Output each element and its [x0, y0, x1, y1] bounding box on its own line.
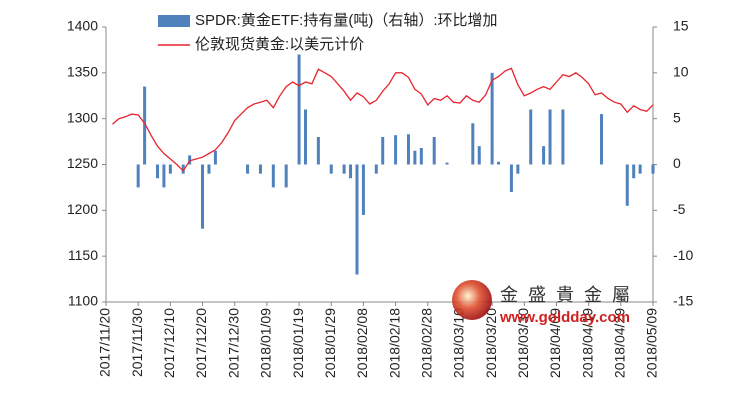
logo [452, 280, 492, 320]
x-tick-label: 2018/05/09 [644, 308, 660, 378]
y-tick-label: 1250 [67, 155, 98, 171]
bar [162, 164, 166, 188]
y2-tick-label: 10 [673, 64, 689, 80]
bar [509, 164, 513, 192]
y2-tick-label: 5 [673, 109, 681, 125]
bar [342, 164, 346, 174]
bar [207, 164, 211, 174]
bar [374, 164, 378, 174]
x-tick-label: 2017/12/30 [225, 308, 241, 378]
bar [561, 109, 565, 165]
bar [413, 150, 417, 165]
x-tick-label: 2018/01/19 [290, 308, 306, 378]
bar [201, 164, 205, 229]
bar [529, 109, 533, 165]
x-tick-label: 2018/03/20 [483, 308, 499, 378]
bar [355, 164, 359, 275]
bar [188, 155, 192, 165]
bar [349, 164, 353, 179]
bar [181, 164, 185, 174]
bar [632, 164, 636, 179]
bar [329, 164, 333, 174]
line [111, 67, 654, 172]
bar [600, 114, 604, 165]
bar [258, 164, 262, 174]
y2-tick-label: -15 [673, 293, 693, 309]
bar [136, 164, 140, 188]
bar [316, 137, 320, 165]
x-tick-label: 2017/11/20 [97, 308, 113, 377]
bar [143, 86, 147, 165]
bar [625, 164, 629, 206]
x-tick-label: 2018/03/30 [515, 308, 531, 378]
bar [419, 148, 423, 165]
y2-tick-label: -5 [673, 201, 686, 217]
y-tick-label: 1150 [68, 247, 98, 263]
x-tick-label: 2018/01/29 [322, 308, 338, 378]
bar [477, 146, 481, 165]
y-tick-label: 1400 [67, 18, 98, 34]
legend-label: 伦敦现货黄金:以美元计价 [195, 36, 364, 53]
legend-swatch-bar [158, 15, 190, 27]
x-tick-label: 2018/02/18 [386, 308, 402, 378]
bar [548, 109, 552, 165]
y-tick-label: 1350 [67, 64, 98, 80]
x-tick-label: 2017/12/20 [193, 308, 209, 378]
x-tick-label: 2018/04/29 [612, 308, 628, 378]
bar [381, 137, 385, 165]
x-tick-label: 2018/02/08 [354, 308, 370, 378]
x-tick-label: 2018/03/10 [451, 308, 467, 378]
bar [445, 162, 449, 165]
bar [246, 164, 250, 174]
x-tick-label: 2018/04/19 [579, 308, 595, 378]
bar [213, 150, 217, 165]
y-tick-label: 1300 [67, 109, 98, 125]
bar [394, 135, 398, 165]
bar [490, 72, 494, 165]
x-tick-label: 2018/04/09 [547, 308, 563, 378]
bar [271, 164, 275, 188]
bar [303, 109, 307, 165]
bar [497, 161, 501, 165]
bar [651, 164, 655, 174]
y-tick-label: 1100 [68, 293, 98, 309]
bar [297, 54, 301, 165]
x-tick-label: 2017/11/30 [129, 308, 145, 377]
y-tick-label: 1200 [67, 201, 98, 217]
legend-label: SPDR:黄金ETF:持有量(吨)（右轴）:环比增加 [195, 12, 498, 29]
y2-tick-label: 15 [673, 18, 689, 34]
y2-tick-label: -10 [673, 247, 693, 263]
plot: 1100 1150 1200 1250 1300 1350 1400 -15 -10 -5 0 5 10… [67, 18, 694, 378]
bar [284, 164, 288, 188]
x-tick-label: 2018/01/09 [258, 308, 274, 378]
bar [406, 134, 410, 165]
bar [168, 164, 172, 174]
watermark-name: 金盛貴金屬 [500, 285, 640, 305]
x-tick-label: 2017/12/10 [161, 308, 177, 378]
bar [432, 137, 436, 165]
bar [638, 164, 642, 174]
bar [361, 164, 365, 215]
bar [155, 164, 159, 179]
bar [516, 164, 520, 174]
y2-tick-label: 0 [673, 155, 681, 171]
watermark-url: www.goldday.com [499, 309, 630, 326]
x-tick-label: 2018/02/28 [418, 308, 434, 378]
bar [471, 123, 475, 165]
bar [542, 146, 546, 165]
